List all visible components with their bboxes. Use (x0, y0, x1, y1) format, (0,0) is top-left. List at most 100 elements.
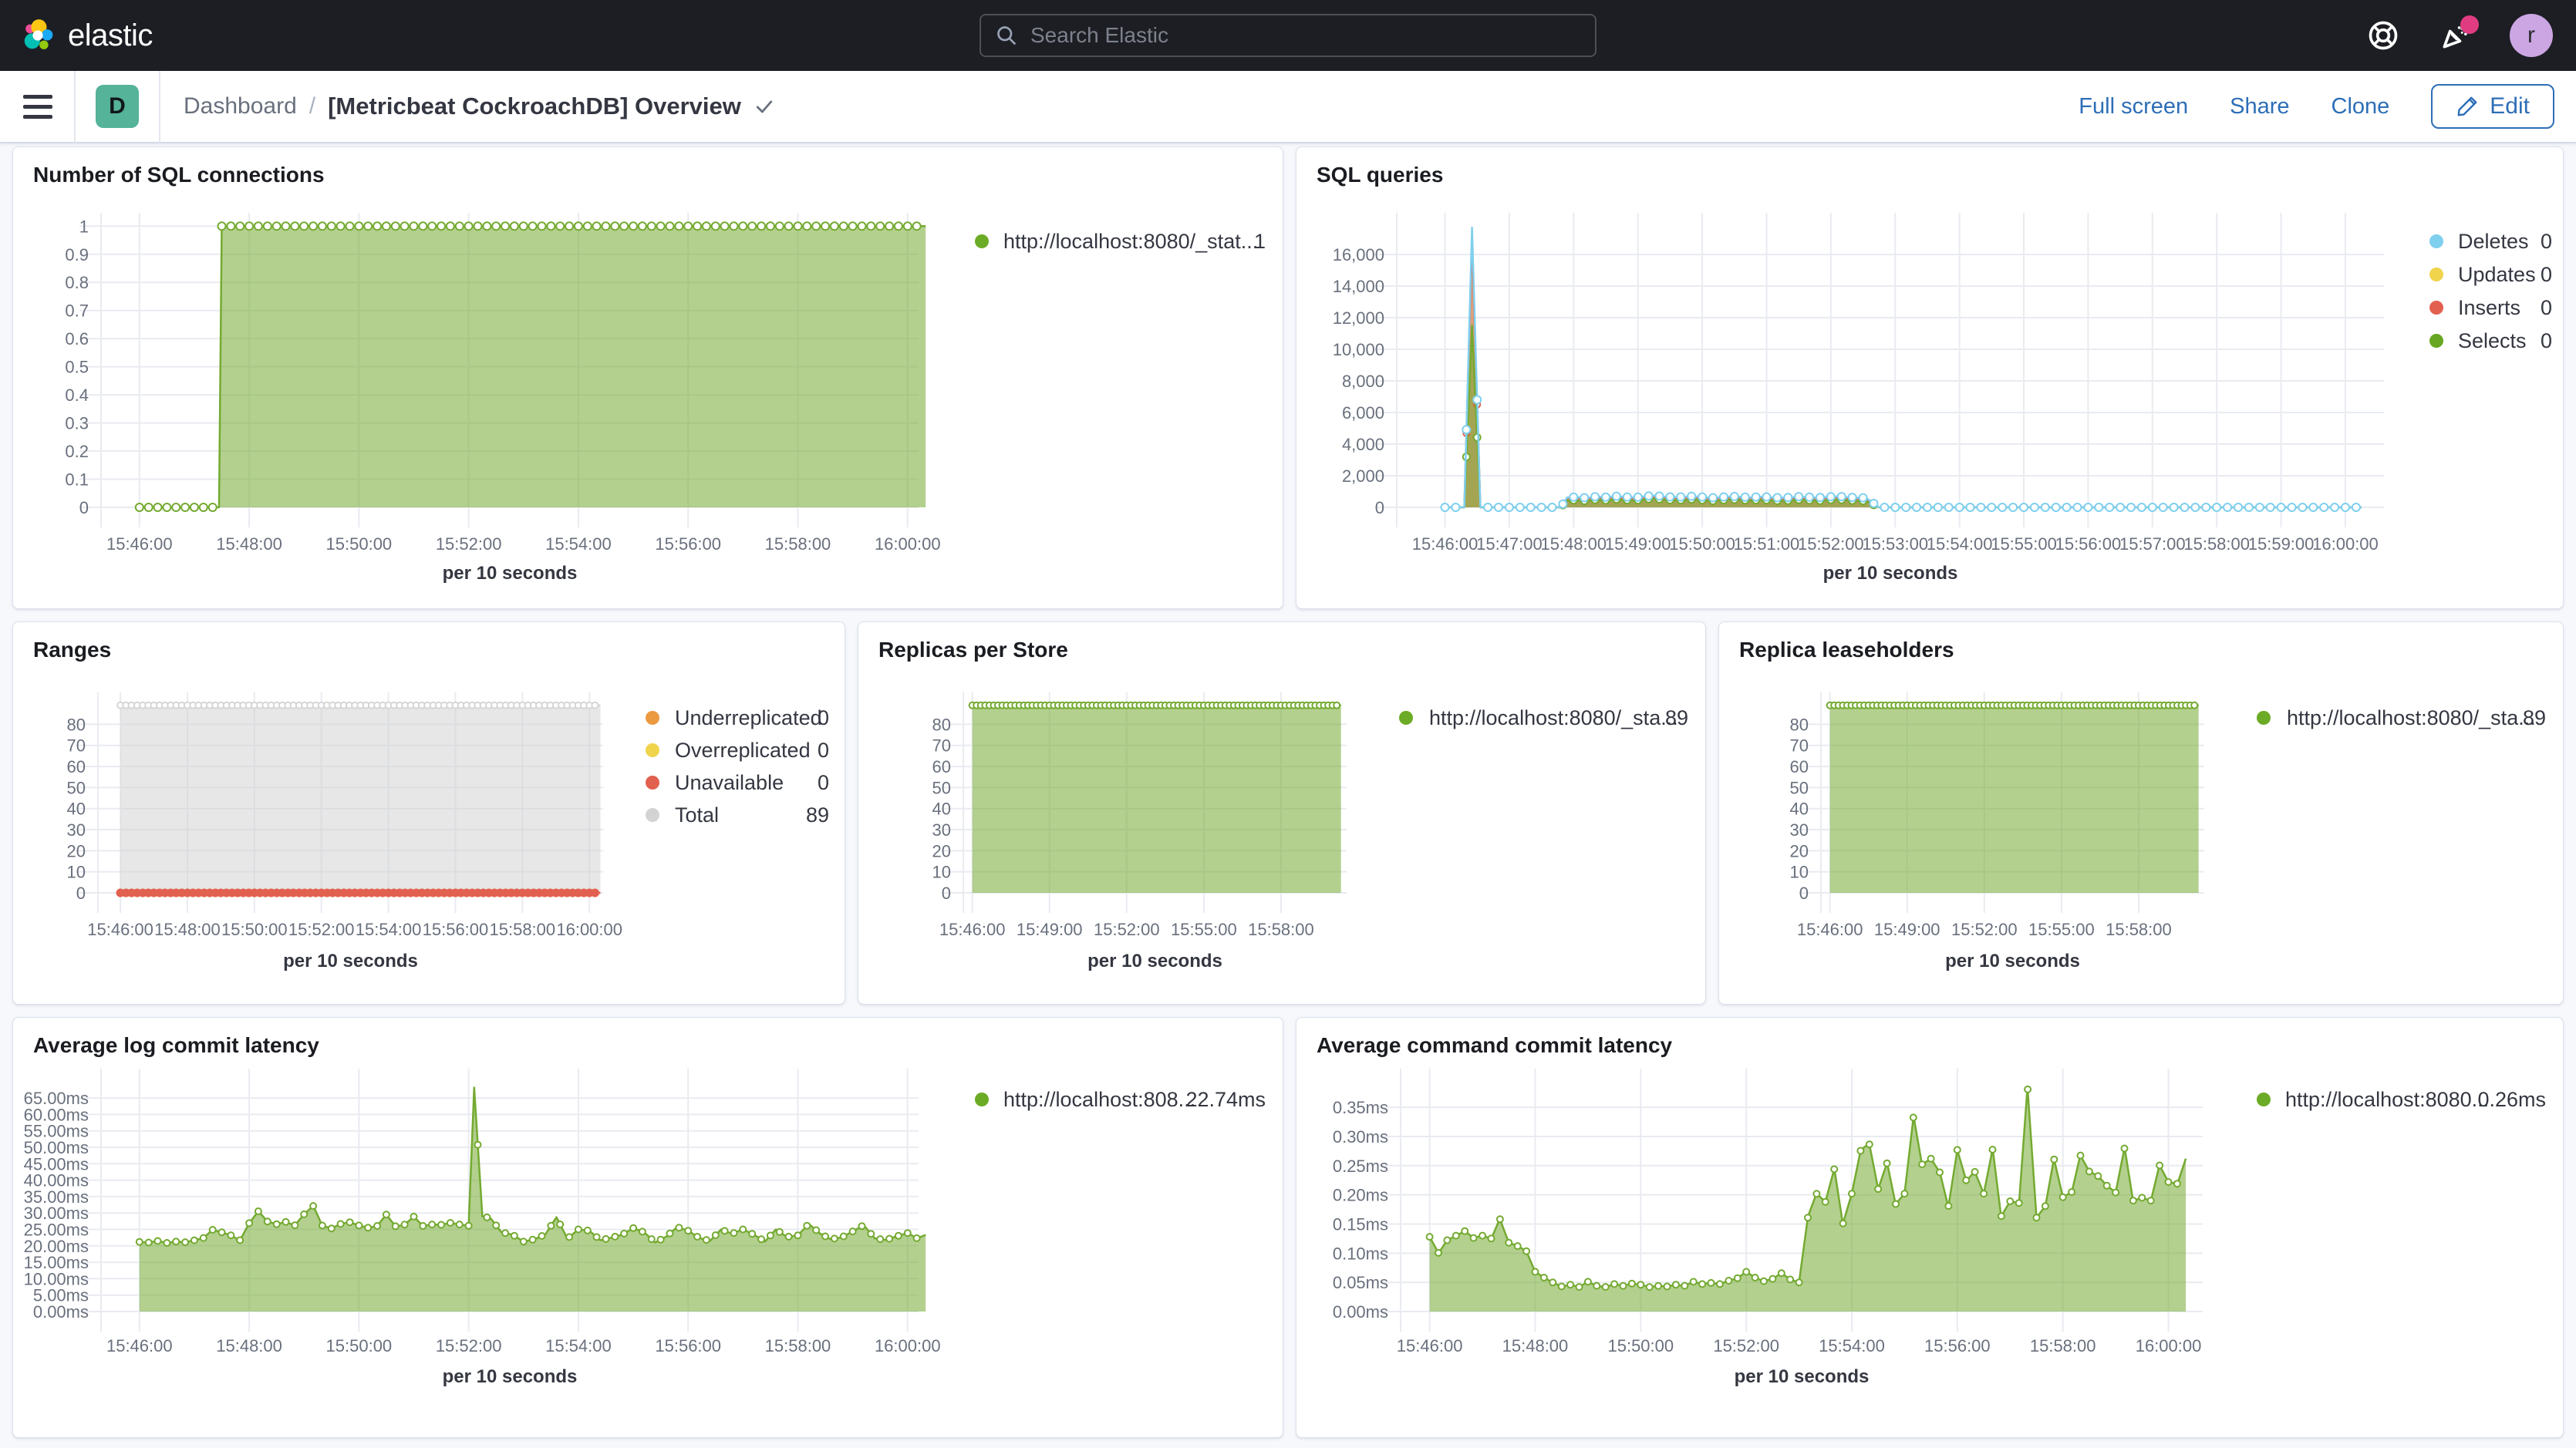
elastic-home-link[interactable]: elastic (0, 18, 153, 53)
legend-item-label[interactable]: http://localhost:8080/_stat... (1003, 230, 1258, 253)
y-axis-tick: 16,000 (1333, 245, 1384, 264)
newsfeed-button[interactable] (2437, 15, 2479, 54)
x-axis-tick: 15:56:00 (655, 1336, 721, 1355)
x-axis-label: per 10 seconds (443, 1366, 578, 1387)
panel-title: Number of SQL connections (33, 163, 325, 187)
legend-swatch (646, 776, 659, 790)
pencil-icon (2457, 96, 2477, 116)
legend-item-label[interactable]: Underreplicated (675, 706, 822, 729)
x-axis-tick: 15:49:00 (1874, 920, 1940, 939)
x-axis-tick: 15:46:00 (106, 1336, 173, 1355)
legend-item-label[interactable]: http://localhost:8080/_sta... (2287, 706, 2536, 729)
legend-swatch (2429, 334, 2443, 348)
legend-item-value: 0 (818, 771, 829, 794)
legend-item-label[interactable]: Deletes (2458, 230, 2529, 253)
panel-title: Replicas per Store (878, 638, 1068, 662)
chart-canvas[interactable]: 16,000 14,000 12,000 10,000 8,000 6,000 4,000 2… (1296, 147, 2564, 610)
y-axis-tick: 70 (932, 736, 951, 756)
legend-swatch (1399, 711, 1413, 725)
x-axis-label: per 10 seconds (1823, 563, 1958, 584)
x-axis-tick: 15:47:00 (1476, 534, 1543, 554)
series-markers-replicas (968, 701, 1341, 709)
check-icon[interactable] (754, 96, 775, 117)
y-axis-tick: 35.00ms (24, 1187, 89, 1207)
y-axis-tick: 40.00ms (24, 1171, 89, 1190)
legend-item-label[interactable]: http://localhost:808... (1003, 1088, 1195, 1111)
x-axis-tick: 15:54:00 (1927, 534, 1993, 554)
x-axis-tick: 15:54:00 (545, 534, 612, 554)
chart-canvas[interactable]: 65.00ms60.00ms55.00ms50.00ms45.00ms40.00… (13, 1018, 1284, 1439)
y-axis-tick: 80 (932, 715, 951, 734)
legend-item-label[interactable]: Inserts (2458, 296, 2520, 319)
x-axis-tick: 15:54:00 (356, 920, 422, 939)
y-axis-tick: 10 (1790, 863, 1809, 882)
user-avatar[interactable]: r (2510, 14, 2553, 57)
share-button[interactable]: Share (2230, 93, 2290, 119)
y-axis-tick: 0.9 (65, 245, 89, 264)
legend-item-value: 22.74ms (1185, 1088, 1266, 1111)
x-axis-tick: 15:58:00 (2183, 534, 2250, 554)
y-axis-tick: 0.6 (65, 329, 89, 349)
clone-button[interactable]: Clone (2331, 93, 2390, 119)
edit-button[interactable]: Edit (2431, 84, 2554, 129)
y-axis-tick: 50.00ms (24, 1138, 89, 1157)
legend-item-label[interactable]: http://localhost:8080/_sta... (1429, 706, 1678, 729)
x-axis-tick: 16:00:00 (2136, 1336, 2202, 1355)
y-axis-tick: 80 (67, 715, 86, 734)
y-axis-tick: 70 (67, 736, 86, 756)
legend-swatch (646, 711, 659, 725)
x-axis-tick: 15:48:00 (1540, 534, 1607, 554)
y-axis-tick: 0 (76, 884, 86, 903)
x-axis-tick: 15:50:00 (1669, 534, 1735, 554)
legend-item-label[interactable]: Updates (2458, 263, 2536, 286)
dashboard-app-badge[interactable]: D (96, 85, 139, 128)
legend-item-label[interactable]: Overreplicated (675, 739, 811, 762)
chart-panel-1: Number of SQL connections 1 0.9 0.8 0.7 0.6 0.… (12, 146, 1283, 609)
panel-title: Ranges (33, 638, 112, 662)
legend-swatch (2429, 234, 2443, 248)
menu-button[interactable] (22, 90, 54, 123)
legend-item-value: 0 (2541, 263, 2552, 286)
x-axis-tick: 15:46:00 (1397, 1336, 1463, 1355)
y-axis-tick: 0.7 (65, 301, 89, 321)
y-axis-tick: 0 (1799, 884, 1809, 903)
legend-item-label[interactable]: Selects (2458, 329, 2527, 352)
y-axis-tick: 0.3 (65, 414, 89, 433)
y-axis-tick: 40 (67, 800, 86, 819)
x-axis-tick: 15:46:00 (939, 920, 1006, 939)
x-axis-tick: 16:00:00 (875, 534, 941, 554)
legend-item-value: 0.26ms (2477, 1088, 2546, 1111)
y-axis-tick: 0.00ms (33, 1302, 89, 1322)
global-search[interactable] (979, 14, 1597, 57)
chart-panel-5: Replica leaseholders 80 70 60 50 40 30 20 10 0 15:… (1718, 621, 2564, 1005)
y-axis-tick: 70 (1790, 736, 1809, 756)
chart-canvas[interactable]: 0.35ms 0.30ms 0.25ms 0.20ms 0.15ms 0.10ms 0.05… (1296, 1018, 2564, 1439)
help-menu-button[interactable] (2365, 17, 2402, 54)
y-axis-tick: 0.5 (65, 358, 89, 377)
x-axis-tick: 15:52:00 (1094, 920, 1160, 939)
divider (159, 70, 160, 143)
legend-item-label[interactable]: Unavailable (675, 771, 784, 794)
legend-item-label[interactable]: http://localhost:8080... (2285, 1088, 2489, 1111)
x-axis-tick: 15:52:00 (436, 1336, 502, 1355)
full-screen-button[interactable]: Full screen (2079, 93, 2189, 119)
chart-canvas[interactable]: 1 0.9 0.8 0.7 0.6 0.5 0.4 0.3 0.2 0.1 0 15:46:00 15:… (13, 147, 1284, 610)
y-axis-tick: 10 (67, 863, 86, 882)
x-axis-tick: 15:50:00 (326, 1336, 393, 1355)
series-area-Inserts (1445, 240, 2362, 507)
series-markers-Inserts (1441, 400, 2360, 511)
x-axis-tick: 15:49:00 (1017, 920, 1083, 939)
search-input[interactable] (1029, 22, 1581, 49)
legend-item-label[interactable]: Total (675, 803, 719, 827)
breadcrumb-dashboard-link[interactable]: Dashboard (184, 93, 297, 119)
x-axis-tick: 15:52:00 (1951, 920, 2018, 939)
legend-item-value: 89 (2523, 706, 2546, 729)
y-axis-tick: 0.8 (65, 273, 89, 292)
x-axis-tick: 15:48:00 (216, 1336, 282, 1355)
x-axis-label: per 10 seconds (1735, 1366, 1870, 1387)
y-axis-tick: 0.10ms (1333, 1244, 1388, 1263)
x-axis-tick: 15:50:00 (326, 534, 393, 554)
